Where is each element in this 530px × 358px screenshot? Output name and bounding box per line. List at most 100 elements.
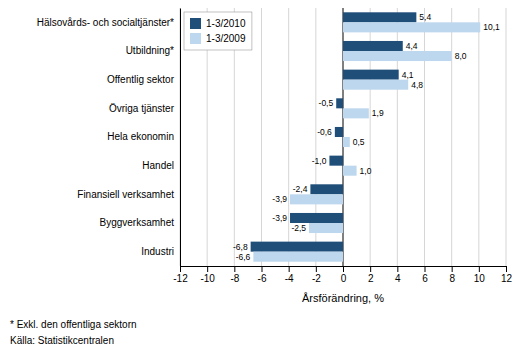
x-tick: -6 [258, 266, 267, 284]
x-tick: -12 [173, 266, 188, 284]
data-label: 4,8 [411, 80, 423, 90]
x-axis-line [181, 267, 507, 273]
y-tick: Handel [142, 160, 174, 171]
data-label: 8,0 [455, 51, 467, 61]
bar-series [253, 22, 480, 261]
data-labels: -6,8-3,9-2,4-1,0-0,6-0,54,14,45,4-6,6-2,… [233, 12, 500, 261]
x-tick-mark [262, 266, 263, 272]
y-tick-label: Utbildning* [126, 45, 174, 56]
x-tick: -4 [285, 266, 294, 284]
bar [343, 41, 403, 51]
bar-series [251, 12, 417, 251]
data-label: -2,4 [293, 184, 308, 194]
grid-line [506, 8, 507, 266]
x-tick-mark [479, 266, 480, 272]
data-label: -2,5 [291, 223, 306, 233]
bar [343, 12, 416, 22]
footnote: Källa: Statistikcentralen [10, 335, 114, 346]
x-tick: -10 [200, 266, 215, 284]
grid-line [180, 8, 181, 266]
bar [343, 108, 369, 118]
data-label: 4,4 [406, 41, 418, 51]
x-tick-label: -8 [230, 273, 239, 284]
bar [343, 137, 350, 147]
x-tick-label: 2 [368, 273, 374, 284]
y-tick-label: Byggverksamhet [100, 217, 175, 228]
x-tick-label: 10 [474, 273, 486, 284]
x-tick-mark [343, 266, 344, 272]
bar [335, 127, 343, 137]
x-tick-mark [425, 266, 426, 272]
grid-line [451, 8, 452, 266]
x-tick-label: -12 [173, 273, 188, 284]
x-tick-mark [506, 266, 507, 272]
plot: -12 -10 -8 -6 -4 -2 0 2 4 6 8 10 12 Hälsovårds- och s… [37, 8, 513, 284]
x-tick: 2 [368, 266, 374, 284]
grid-line [288, 8, 289, 266]
x-tick: 0 [341, 266, 347, 284]
bar [343, 51, 452, 61]
y-axis-line [180, 9, 181, 267]
x-tick-label: 12 [501, 273, 513, 284]
data-label: -0,5 [319, 98, 334, 108]
bar [336, 98, 343, 108]
y-tick: Utbildning* [126, 45, 174, 56]
bar [253, 252, 343, 262]
legend-label: 1-3/2010 [206, 18, 246, 29]
chart: -12 -10 -8 -6 -4 -2 0 2 4 6 8 10 12 Hälsovårds- och s… [0, 0, 530, 358]
y-tick-label: Industri [141, 246, 174, 257]
footnote: * Exkl. den offentliga sektorn [10, 319, 137, 330]
x-axis-title: Årsförändring, % [302, 292, 384, 304]
legend-swatch [190, 33, 201, 44]
y-tick-label: Offentlig sektor [107, 74, 175, 85]
data-label: -0,6 [317, 127, 332, 137]
data-label: 1,0 [360, 166, 372, 176]
x-tick-label: -10 [200, 273, 215, 284]
legend-box [184, 12, 252, 50]
x-tick-label: 6 [422, 273, 428, 284]
x-tick: 12 [501, 266, 513, 284]
x-axis: -12 -10 -8 -6 -4 -2 0 2 4 6 8 10 12 [173, 266, 512, 284]
data-label: 10,1 [483, 22, 500, 32]
y-tick-label: Handel [142, 160, 174, 171]
x-tick-label: 0 [341, 273, 347, 284]
bar [290, 194, 343, 204]
grid-line [424, 8, 425, 266]
y-tick: Finansiell verksamhet [77, 189, 174, 200]
x-tick-mark [207, 266, 208, 272]
x-tick-mark [397, 266, 398, 272]
bar [309, 223, 343, 233]
bar [290, 213, 343, 223]
x-tick: 4 [395, 266, 401, 284]
bar [329, 156, 343, 166]
y-tick-label: Hela ekonomin [107, 131, 174, 142]
data-label: -3,9 [272, 194, 287, 204]
x-tick-mark [452, 266, 453, 272]
data-label: -6,8 [233, 242, 248, 252]
x-tick-mark [289, 266, 290, 272]
y-tick: Hela ekonomin [107, 131, 174, 142]
x-tick-label: -2 [312, 273, 321, 284]
grid-line [478, 8, 479, 266]
x-tick-mark [370, 266, 371, 272]
data-label: -1,0 [312, 156, 327, 166]
x-tick: 6 [422, 266, 428, 284]
x-tick-mark [180, 266, 181, 272]
bar [251, 242, 343, 252]
legend-item: 1-3/2009 [190, 33, 246, 44]
data-label: 4,1 [402, 70, 414, 80]
data-label: -3,9 [272, 213, 287, 223]
y-tick: Offentlig sektor [107, 74, 175, 85]
x-tick: 10 [474, 266, 486, 284]
bar [310, 184, 343, 194]
x-tick-label: -6 [258, 273, 267, 284]
y-tick-label: Finansiell verksamhet [77, 189, 174, 200]
data-label: 0,5 [353, 137, 365, 147]
y-tick-label: Hälsovårds- och socialtjänster* [37, 17, 174, 28]
y-tick: Byggverksamhet [100, 217, 175, 228]
x-tick-label: 8 [449, 273, 455, 284]
bar [343, 22, 480, 32]
legend-swatch [190, 18, 201, 29]
legend-label: 1-3/2009 [206, 33, 246, 44]
x-tick-label: -4 [285, 273, 294, 284]
